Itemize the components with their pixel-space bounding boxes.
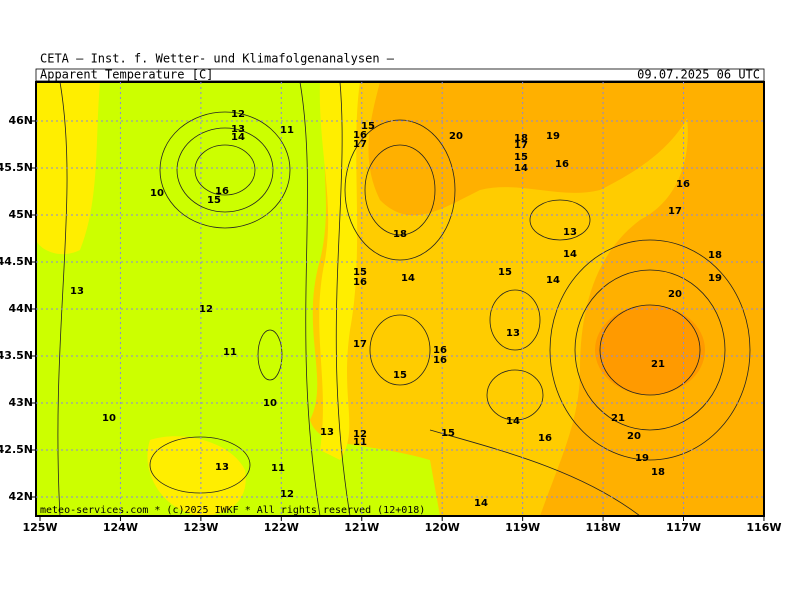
lat-label: 43.5N [0,349,33,362]
contour-label: 16 [555,159,569,170]
contour-label: 11 [353,437,367,448]
field-northeast [368,82,700,216]
lat-label: 44N [8,302,33,315]
contour-label: 19 [546,131,560,142]
contour-label: 14 [506,416,520,427]
contour-label: 17 [514,140,528,151]
field-east [540,82,764,516]
footer: meteo-services.com * (c)2025 IWKF * All … [40,505,425,516]
contour-label: 16 [215,186,229,197]
contour-label: 15 [514,152,528,163]
contour-label: 13 [231,124,245,135]
contour-label: 10 [102,413,116,424]
lon-label: 120W [425,521,460,534]
contour-label: 14 [563,249,577,260]
lat-label: 45N [8,208,33,221]
contour-label: 15 [361,121,375,132]
contour-label: 15 [207,195,221,206]
contour-label: 13 [70,286,84,297]
lon-label: 117W [666,521,701,534]
contour-label: 15 [393,370,407,381]
contour-label: 10 [150,188,164,199]
contour-label: 16 [353,130,367,141]
contour-label: 18 [708,250,722,261]
contour-label: 19 [635,453,649,464]
contour-label: 21 [611,413,625,424]
contour-label: 16 [676,179,690,190]
contour-label: 13 [506,328,520,339]
contour-label: 15 [498,267,512,278]
lat-label: 42.5N [0,443,33,456]
contour-label: 18 [651,467,665,478]
contour-label: 16 [538,433,552,444]
lon-label: 122W [264,521,299,534]
contour-label: 13 [563,227,577,238]
contour-label: 12 [280,489,294,500]
lat-label: 46N [8,114,33,127]
contour-label: 19 [708,273,722,284]
field-warm-south [147,436,246,516]
contour-label: 15 [353,267,367,278]
contour-label: 10 [263,398,277,409]
field-hot-spot [595,305,705,395]
contour-label: 11 [223,347,237,358]
contour-label: 20 [668,289,682,300]
contour-label: 14 [514,163,528,174]
contour-label: 18 [514,133,528,144]
contour-label: 17 [668,206,682,217]
lon-label: 116W [746,521,781,534]
contour-label: 17 [353,339,367,350]
contour-label: 13 [320,427,334,438]
lat-label: 45.5N [0,161,33,174]
lon-label: 125W [22,521,57,534]
contour-label: 13 [215,462,229,473]
contour-label: 15 [441,428,455,439]
contour-label: 12 [231,109,245,120]
lon-label: 123W [183,521,218,534]
contour-label: 12 [199,304,213,315]
contour-label: 11 [271,463,285,474]
parameter-title: Apparent Temperature [C] [40,68,213,82]
lon-label: 118W [586,521,621,534]
lon-label: 119W [505,521,540,534]
lat-label: 44.5N [0,255,33,268]
contours [57,82,751,516]
contour-label: 14 [401,273,415,284]
contour-label: 21 [651,359,665,370]
lon-label: 124W [103,521,138,534]
contour-label: 16 [433,345,447,356]
lat-label: 42N [8,490,33,503]
map-frame [35,81,765,517]
contour-label: 14 [474,498,488,509]
field-cool [36,82,440,516]
contour-label: 18 [393,229,407,240]
contour-label: 20 [627,431,641,442]
lon-label: 121W [344,521,379,534]
lat-label: 43N [8,396,33,409]
contour-label: 17 [353,139,367,150]
contour-label: 11 [280,125,294,136]
contour-label: 16 [433,355,447,366]
contour-label: 12 [353,429,367,440]
valid-time: 09.07.2025 06 UTC [637,68,760,82]
map-field [36,82,764,516]
contour-label: 14 [546,275,560,286]
header-institute: CETA – Inst. f. Wetter- und Klimafolgena… [40,52,395,66]
contour-label: 16 [353,277,367,288]
contour-label: 20 [449,131,463,142]
field-transition [319,82,360,460]
contour-label: 14 [231,132,245,143]
